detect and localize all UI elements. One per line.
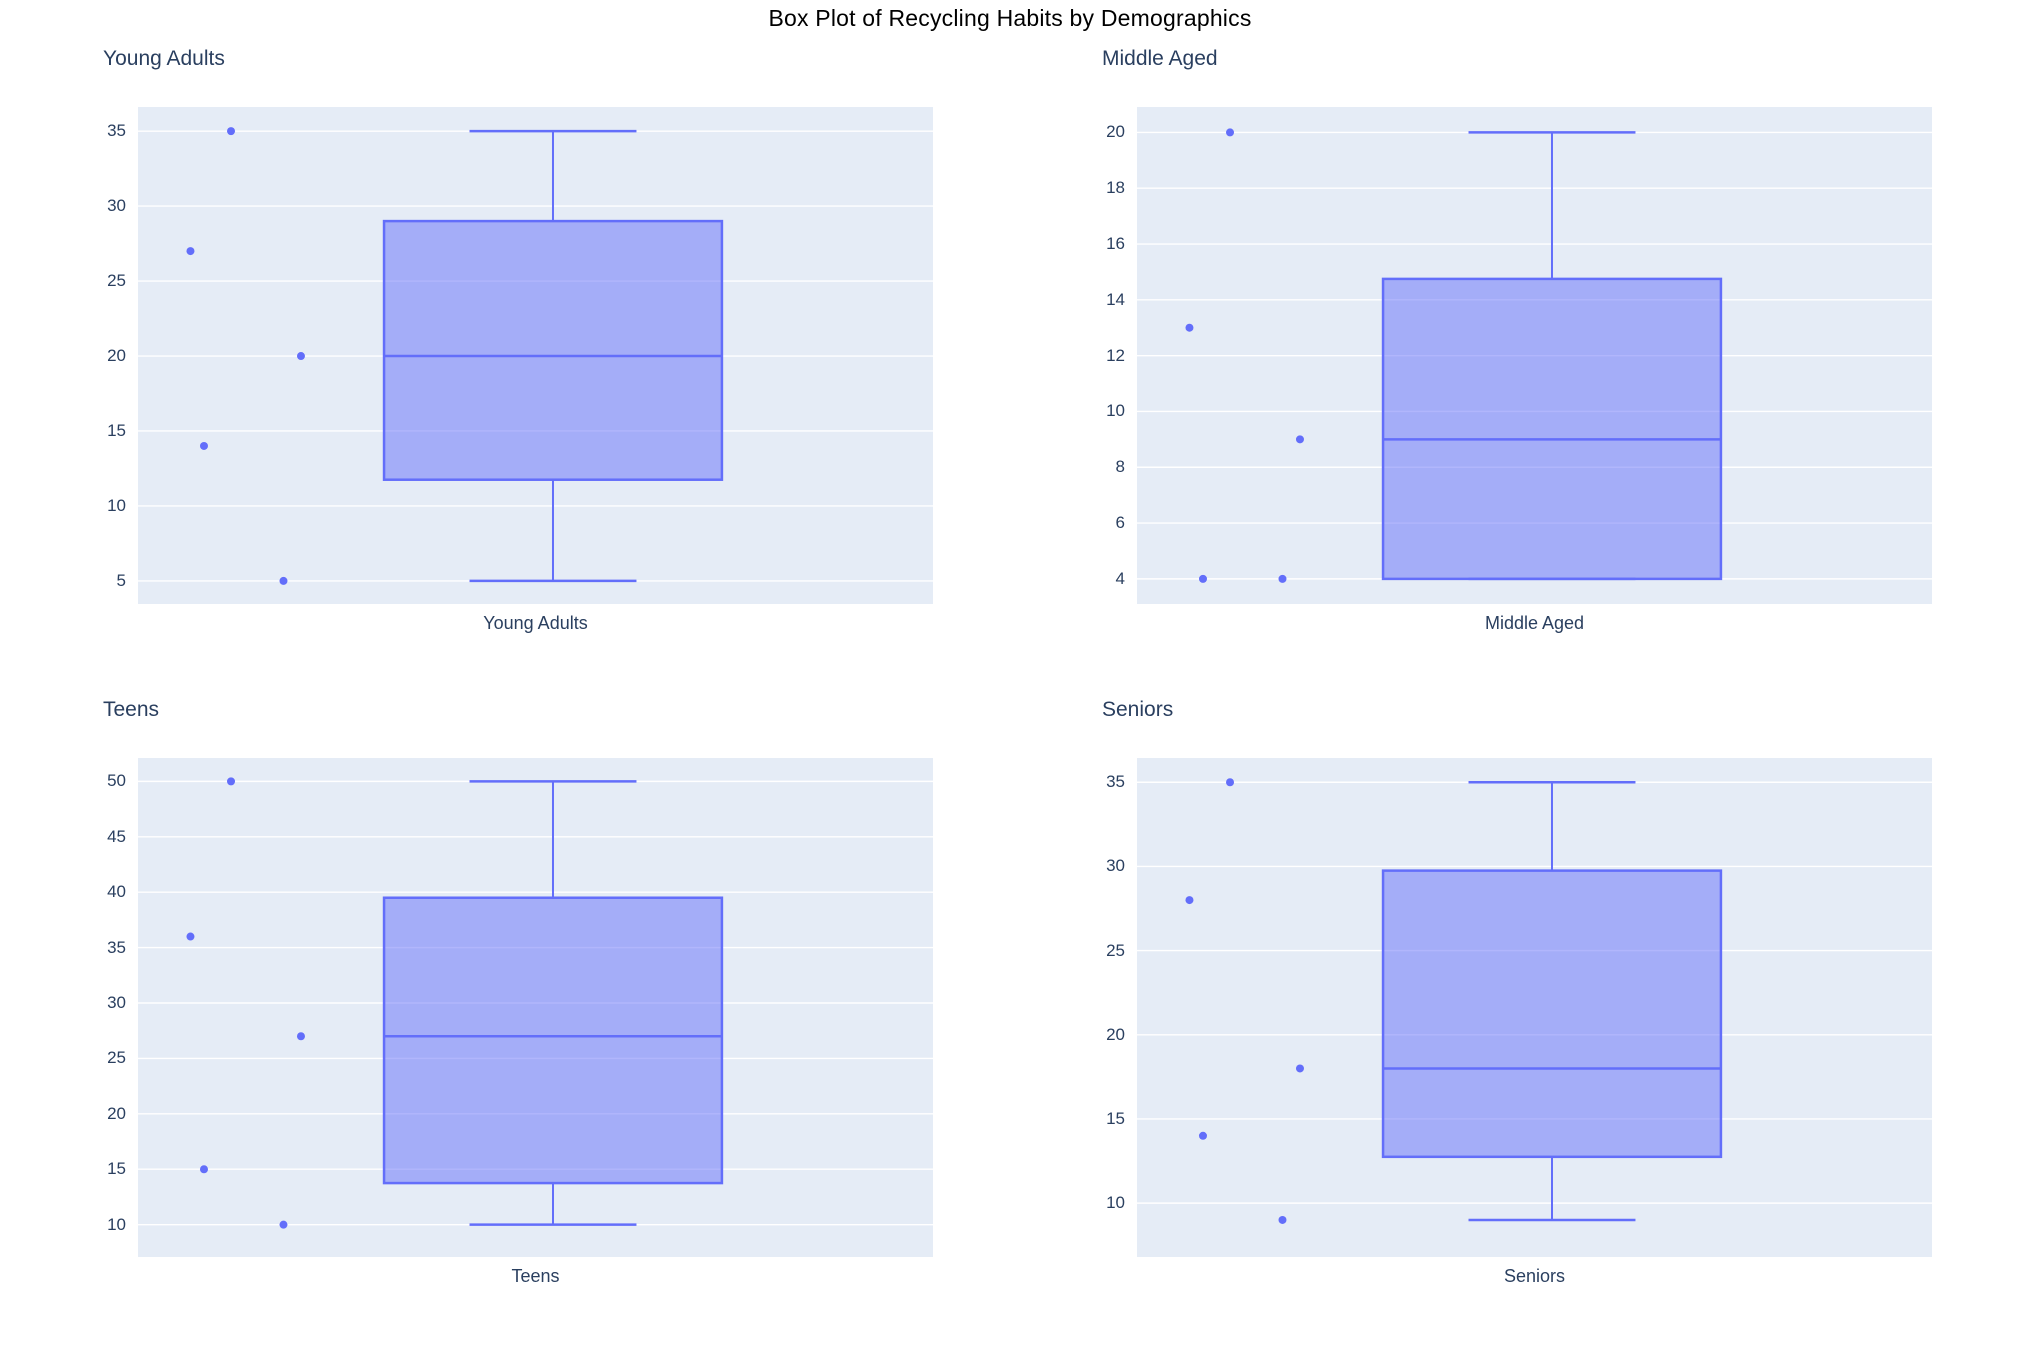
data-point (1295, 1064, 1304, 1073)
y-tick-label: 25 (1106, 940, 1125, 960)
data-point (227, 127, 236, 136)
data-point (279, 1220, 288, 1229)
y-tick-label: 45 (107, 826, 126, 846)
y-tick-label: 30 (1106, 856, 1125, 876)
data-point (1226, 128, 1235, 137)
y-tick-label: 35 (107, 937, 126, 957)
data-point (1198, 574, 1207, 583)
x-axis-label: Teens (511, 1266, 560, 1286)
y-tick-label: 10 (1106, 1193, 1125, 1213)
y-tick-label: 40 (107, 882, 126, 902)
y-tick-label: 20 (1106, 1024, 1125, 1044)
y-tick-label: 15 (1106, 1108, 1125, 1128)
data-point (1278, 1215, 1287, 1224)
x-axis-label: Middle Aged (1484, 613, 1585, 633)
y-tick-label: 14 (1106, 289, 1125, 309)
data-point (1198, 1131, 1207, 1140)
y-tick-label: 30 (107, 196, 126, 216)
y-tick-label: 10 (107, 1214, 126, 1234)
y-tick-label: 10 (107, 495, 126, 515)
data-point (186, 247, 195, 256)
box-rect (1381, 869, 1723, 1159)
box-plot-svg (138, 777, 933, 1229)
y-tick-label: 10 (1106, 401, 1125, 421)
x-axis-label: Seniors (1503, 1266, 1566, 1286)
data-point (199, 1165, 208, 1174)
plot-area (1137, 107, 1932, 604)
box-rect (382, 896, 724, 1185)
subplot-title: Teens (103, 698, 160, 721)
data-point (1185, 896, 1194, 905)
data-point (279, 576, 288, 585)
data-point (1185, 323, 1194, 332)
y-tick-label: 35 (107, 121, 126, 141)
subplot-title: Seniors (1102, 698, 1174, 721)
y-tick-label: 12 (1106, 345, 1125, 365)
box-plot-svg (138, 127, 933, 585)
box-rect (382, 219, 724, 481)
data-point (296, 1032, 305, 1041)
y-tick-label: 16 (1106, 234, 1125, 254)
y-tick-label: 15 (107, 420, 126, 440)
y-tick-label: 15 (107, 1159, 126, 1179)
plot-area (1137, 758, 1932, 1257)
y-tick-label: 30 (107, 993, 126, 1012)
data-point (1278, 574, 1287, 583)
data-point (227, 777, 236, 786)
y-tick-label: 6 (1115, 513, 1125, 533)
y-tick-label: 25 (107, 271, 126, 291)
plot-area (138, 107, 933, 604)
y-tick-label: 20 (1106, 122, 1125, 142)
y-tick-label: 35 (1106, 772, 1125, 792)
y-tick-label: 4 (1115, 568, 1125, 588)
subplot-title: Young Adults (103, 47, 225, 70)
data-point (296, 352, 305, 361)
figure-title: Box Plot of Recycling Habits by Demograp… (768, 5, 1252, 31)
y-tick-label: 20 (107, 346, 126, 366)
y-tick-label: 8 (1115, 457, 1125, 477)
y-tick-label: 5 (116, 570, 126, 590)
box-plot-svg (1137, 778, 1932, 1224)
data-point (1226, 778, 1235, 787)
data-point (199, 441, 208, 450)
plot-area (138, 758, 933, 1257)
y-tick-label: 18 (1106, 178, 1125, 198)
subplot-title: Middle Aged (1102, 47, 1218, 70)
data-point (186, 932, 195, 941)
box-plot-svg (1137, 128, 1932, 583)
box-rect (1381, 277, 1723, 581)
data-point (1295, 435, 1304, 444)
y-tick-label: 25 (107, 1048, 126, 1068)
y-tick-label: 50 (107, 771, 126, 791)
y-tick-label: 20 (107, 1103, 126, 1123)
x-axis-label: Young Adults (483, 613, 588, 633)
